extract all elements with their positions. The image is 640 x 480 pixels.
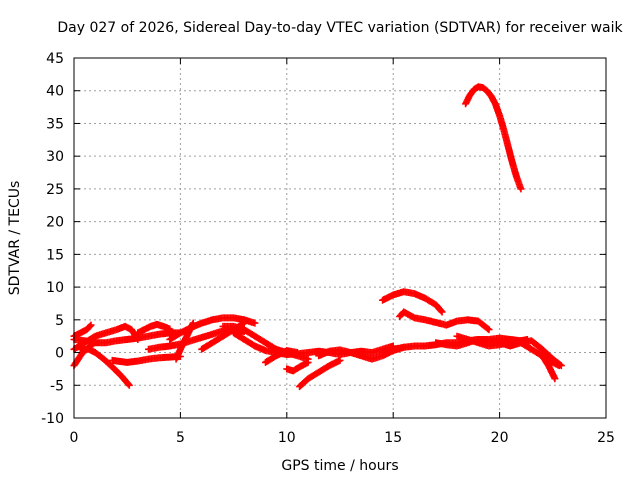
- series-track-16: [296, 356, 344, 391]
- data-point: [240, 319, 248, 327]
- series-track-3: [76, 345, 133, 389]
- data-point: [125, 381, 133, 389]
- series-track-10: [172, 319, 197, 363]
- series-track-14: [262, 347, 301, 366]
- series-track-18: [379, 288, 446, 316]
- data-point: [484, 325, 492, 333]
- x-tick-label: 25: [597, 430, 615, 446]
- y-tick-label: -5: [50, 378, 64, 394]
- data-point: [551, 375, 559, 383]
- x-tick-label: 10: [278, 430, 296, 446]
- data-point: [517, 185, 525, 193]
- series-track-7: [134, 320, 174, 337]
- data-point: [134, 336, 142, 343]
- y-tick-label: 25: [46, 182, 64, 198]
- data-point: [124, 380, 132, 388]
- data-point: [251, 319, 259, 327]
- data-point: [166, 325, 174, 333]
- chart-title: Day 027 of 2026, Sidereal Day-to-day VTE…: [57, 20, 623, 36]
- data-point: [437, 307, 445, 315]
- series-track-19: [396, 308, 493, 334]
- data-point: [336, 356, 344, 364]
- y-tick-label: 10: [46, 280, 64, 296]
- series-track-24: [542, 356, 563, 370]
- y-tick-label: 40: [46, 84, 64, 100]
- y-tick-label: 5: [55, 313, 64, 329]
- data-point: [86, 322, 94, 330]
- data-point: [87, 321, 95, 329]
- x-tick-label: 0: [70, 430, 79, 446]
- axis-ticks: 0 5 10 15 20 25 -10 -5 0 5 10 15 20 25 30 35 40 45: [41, 51, 615, 446]
- x-tick-label: 15: [384, 430, 402, 446]
- y-tick-label: 35: [46, 116, 64, 132]
- y-tick-label: 30: [46, 149, 64, 165]
- data-marks: [70, 83, 565, 391]
- x-tick-label: 5: [176, 430, 185, 446]
- data-point: [485, 326, 493, 334]
- x-tick-label: 20: [491, 430, 509, 446]
- y-axis-label: SDTVAR / TECUs: [7, 181, 23, 296]
- y-tick-label: 15: [46, 247, 64, 263]
- series-track-15: [283, 358, 312, 375]
- series-track-5: [70, 322, 142, 353]
- x-axis-label: GPS time / hours: [281, 458, 398, 474]
- data-point: [293, 349, 301, 356]
- y-tick-label: 20: [46, 215, 64, 231]
- y-tick-label: 45: [46, 51, 64, 67]
- data-point: [523, 336, 531, 343]
- y-tick-label: -10: [41, 411, 64, 427]
- y-tick-label: 0: [55, 346, 64, 362]
- plot-frame: [73, 57, 607, 419]
- data-point: [189, 319, 197, 327]
- data-point: [555, 362, 563, 370]
- series-track-25: [462, 83, 525, 193]
- data-point: [304, 358, 312, 366]
- data-point: [438, 308, 446, 316]
